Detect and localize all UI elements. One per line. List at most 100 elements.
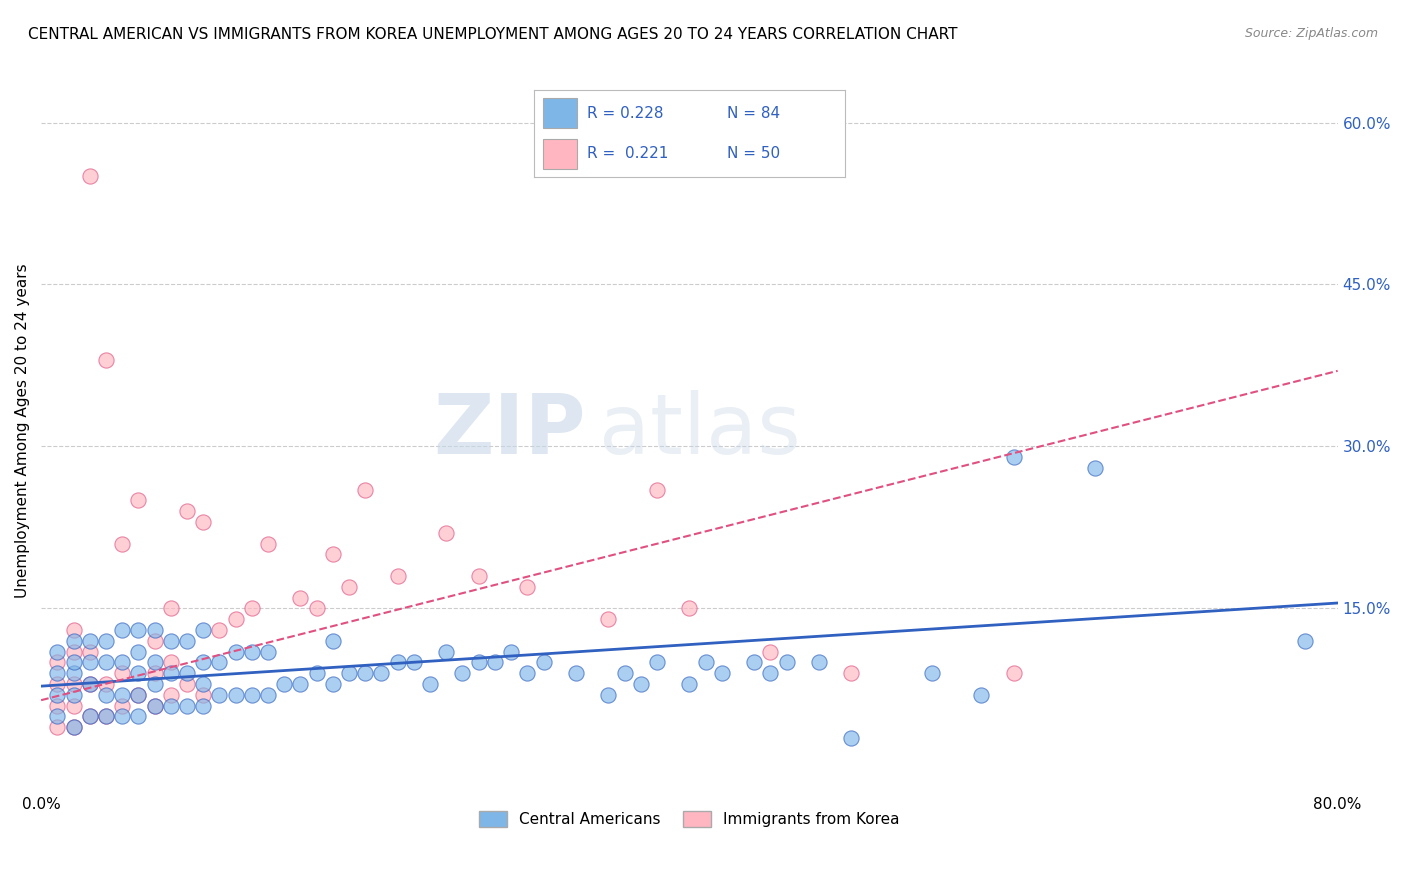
Point — [111, 666, 134, 681]
Point — [841, 666, 863, 681]
Point — [127, 688, 149, 702]
Point — [370, 666, 392, 681]
Point — [62, 623, 84, 637]
Point — [257, 644, 280, 658]
Point — [225, 644, 247, 658]
Point — [111, 656, 134, 670]
Point — [1294, 633, 1316, 648]
Point — [127, 666, 149, 681]
Point — [225, 612, 247, 626]
Point — [143, 633, 166, 648]
Point — [759, 666, 782, 681]
Point — [127, 709, 149, 723]
Point — [225, 688, 247, 702]
Point — [1002, 450, 1025, 465]
Point — [678, 677, 700, 691]
Point — [516, 666, 538, 681]
Point — [79, 633, 101, 648]
Point — [645, 656, 668, 670]
Point — [94, 677, 117, 691]
Point — [678, 601, 700, 615]
Point — [467, 656, 489, 670]
Point — [193, 515, 215, 529]
Text: ZIP: ZIP — [433, 390, 586, 471]
Point — [111, 536, 134, 550]
Point — [322, 548, 344, 562]
Point — [1083, 461, 1105, 475]
Y-axis label: Unemployment Among Ages 20 to 24 years: Unemployment Among Ages 20 to 24 years — [15, 263, 30, 598]
Point — [79, 709, 101, 723]
Point — [434, 525, 457, 540]
Point — [62, 688, 84, 702]
Point — [94, 709, 117, 723]
Text: Source: ZipAtlas.com: Source: ZipAtlas.com — [1244, 27, 1378, 40]
Point — [143, 677, 166, 691]
Point — [46, 644, 69, 658]
Point — [143, 698, 166, 713]
Point — [143, 623, 166, 637]
Point — [742, 656, 765, 670]
Point — [208, 623, 231, 637]
Point — [111, 698, 134, 713]
Point — [273, 677, 295, 691]
Point — [645, 483, 668, 497]
Point — [193, 688, 215, 702]
Point — [62, 677, 84, 691]
Point — [337, 666, 360, 681]
Point — [208, 656, 231, 670]
Point — [565, 666, 588, 681]
Point — [484, 656, 506, 670]
Point — [94, 353, 117, 368]
Point — [841, 731, 863, 745]
Point — [533, 656, 555, 670]
Point — [127, 623, 149, 637]
Point — [94, 633, 117, 648]
Point — [79, 677, 101, 691]
Point — [240, 688, 263, 702]
Point — [467, 569, 489, 583]
Point — [79, 169, 101, 184]
Point — [79, 709, 101, 723]
Point — [695, 656, 717, 670]
Text: CENTRAL AMERICAN VS IMMIGRANTS FROM KOREA UNEMPLOYMENT AMONG AGES 20 TO 24 YEARS: CENTRAL AMERICAN VS IMMIGRANTS FROM KORE… — [28, 27, 957, 42]
Point — [516, 580, 538, 594]
Point — [62, 720, 84, 734]
Point — [46, 720, 69, 734]
Point — [79, 656, 101, 670]
Point — [337, 580, 360, 594]
Point — [598, 688, 620, 702]
Point — [193, 698, 215, 713]
Point — [143, 698, 166, 713]
Point — [970, 688, 993, 702]
Text: atlas: atlas — [599, 390, 800, 471]
Point — [62, 633, 84, 648]
Point — [451, 666, 474, 681]
Point — [257, 688, 280, 702]
Point — [775, 656, 797, 670]
Point — [94, 656, 117, 670]
Point — [240, 644, 263, 658]
Point — [193, 656, 215, 670]
Point — [613, 666, 636, 681]
Point — [921, 666, 943, 681]
Point — [62, 644, 84, 658]
Point — [159, 633, 181, 648]
Point — [176, 677, 198, 691]
Point — [143, 666, 166, 681]
Point — [290, 677, 312, 691]
Point — [127, 644, 149, 658]
Point — [710, 666, 733, 681]
Point — [159, 656, 181, 670]
Point — [62, 698, 84, 713]
Point — [193, 677, 215, 691]
Point — [322, 677, 344, 691]
Point — [176, 698, 198, 713]
Point — [46, 688, 69, 702]
Point — [111, 623, 134, 637]
Point — [79, 644, 101, 658]
Point — [305, 601, 328, 615]
Point — [240, 601, 263, 615]
Point — [94, 688, 117, 702]
Point — [387, 656, 409, 670]
Point — [1002, 666, 1025, 681]
